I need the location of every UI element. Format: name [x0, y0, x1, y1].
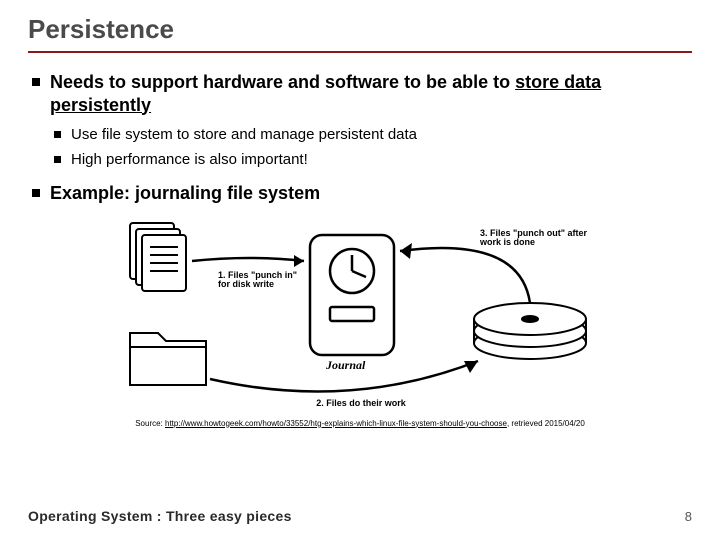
- diagram-container: 1. Files "punch in" for disk write 3. Fi…: [28, 215, 692, 415]
- source-citation: Source: http://www.howtogeek.com/howto/3…: [28, 419, 692, 428]
- journaling-diagram: 1. Files "punch in" for disk write 3. Fi…: [100, 215, 620, 415]
- journal-icon: [310, 235, 394, 355]
- bullet-level2: Use file system to store and manage pers…: [54, 126, 692, 143]
- diagram-label-journal: Journal: [326, 359, 365, 372]
- bullet-text: Needs to support hardware and software t…: [50, 71, 692, 116]
- arrow-punch-in: [192, 255, 304, 267]
- bullet-level1: Example: journaling file system: [32, 182, 692, 205]
- bullet-text: High performance is also important!: [71, 151, 308, 168]
- footer-title: Operating System : Three easy pieces: [28, 508, 292, 524]
- bullet-square-icon: [54, 131, 61, 138]
- bullet-square-icon: [32, 78, 40, 86]
- slide-footer: Operating System : Three easy pieces 8: [28, 508, 692, 524]
- bullet-level2: High performance is also important!: [54, 151, 692, 168]
- bullet-text: Use file system to store and manage pers…: [71, 126, 417, 143]
- folder-icon: [130, 333, 206, 385]
- diagram-label-2: 2. Files do their work: [296, 399, 426, 409]
- source-suffix: , retrieved 2015/04/20: [507, 419, 585, 428]
- source-link[interactable]: http://www.howtogeek.com/howto/33552/htg…: [165, 419, 507, 428]
- bullet-level1: Needs to support hardware and software t…: [32, 71, 692, 116]
- bullet-text: Example: journaling file system: [50, 182, 320, 205]
- diagram-label-3: 3. Files "punch out" after work is done: [480, 229, 590, 249]
- page-title: Persistence: [28, 14, 692, 45]
- bullet-list: Needs to support hardware and software t…: [28, 71, 692, 205]
- page-number: 8: [685, 509, 692, 524]
- source-prefix: Source:: [135, 419, 165, 428]
- arrow-punch-out: [400, 243, 530, 303]
- slide: Persistence Needs to support hardware an…: [0, 0, 720, 540]
- diagram-label-1: 1. Files "punch in" for disk write: [218, 271, 308, 291]
- bullet-square-icon: [54, 156, 61, 163]
- bullet-square-icon: [32, 189, 40, 197]
- documents-icon: [130, 223, 186, 291]
- disk-icon: [474, 303, 586, 359]
- title-rule: [28, 51, 692, 53]
- bullet1-prefix: Needs to support hardware and software t…: [50, 72, 515, 92]
